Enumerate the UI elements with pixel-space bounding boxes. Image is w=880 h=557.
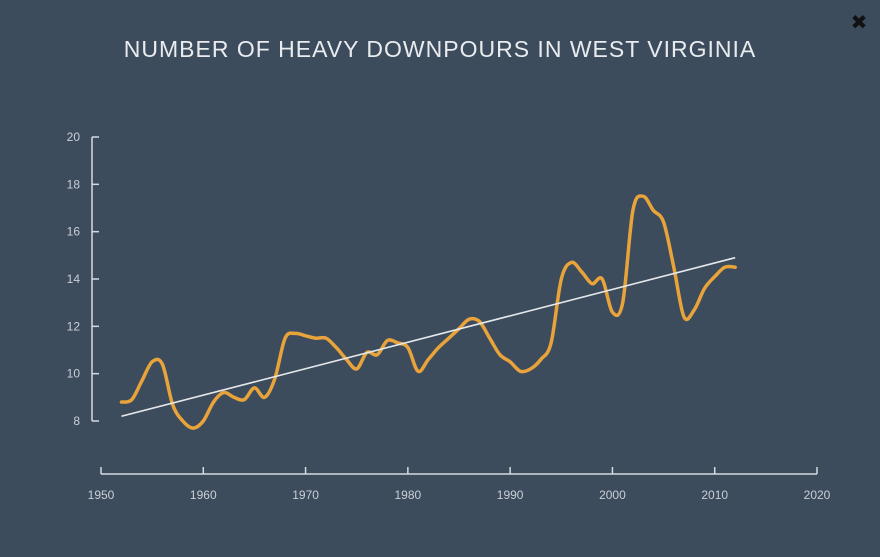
series-line-downpours [119,194,737,430]
y-tick-label: 18 [67,177,81,191]
close-icon[interactable]: ✖ [850,12,868,34]
x-tick-label: 2010 [701,488,728,502]
y-tick-label: 16 [67,225,81,239]
x-tick-label: 1960 [190,488,217,502]
y-axis-ticks: 8 10 12 14 16 18 20 [67,130,99,428]
x-tick-label: 2020 [804,488,831,502]
series-line-trend [121,256,736,418]
chart-title: NUMBER OF HEAVY DOWNPOURS IN WEST VIRGIN… [123,36,757,62]
x-tick-label: 1980 [395,488,422,502]
x-axis-ticks: 1950 1960 1970 1980 1990 2000 2010 2020 [88,467,831,502]
x-tick-label: 1950 [88,488,115,502]
y-tick-label: 14 [67,272,81,286]
y-tick-label: 12 [67,319,81,333]
y-tick-label: 10 [67,367,81,381]
series [119,194,737,430]
x-tick-label: 1990 [497,488,524,502]
y-tick-label: 8 [73,414,80,428]
y-tick-label: 20 [67,130,81,144]
x-tick-label: 2000 [599,488,626,502]
x-tick-label: 1970 [292,488,319,502]
